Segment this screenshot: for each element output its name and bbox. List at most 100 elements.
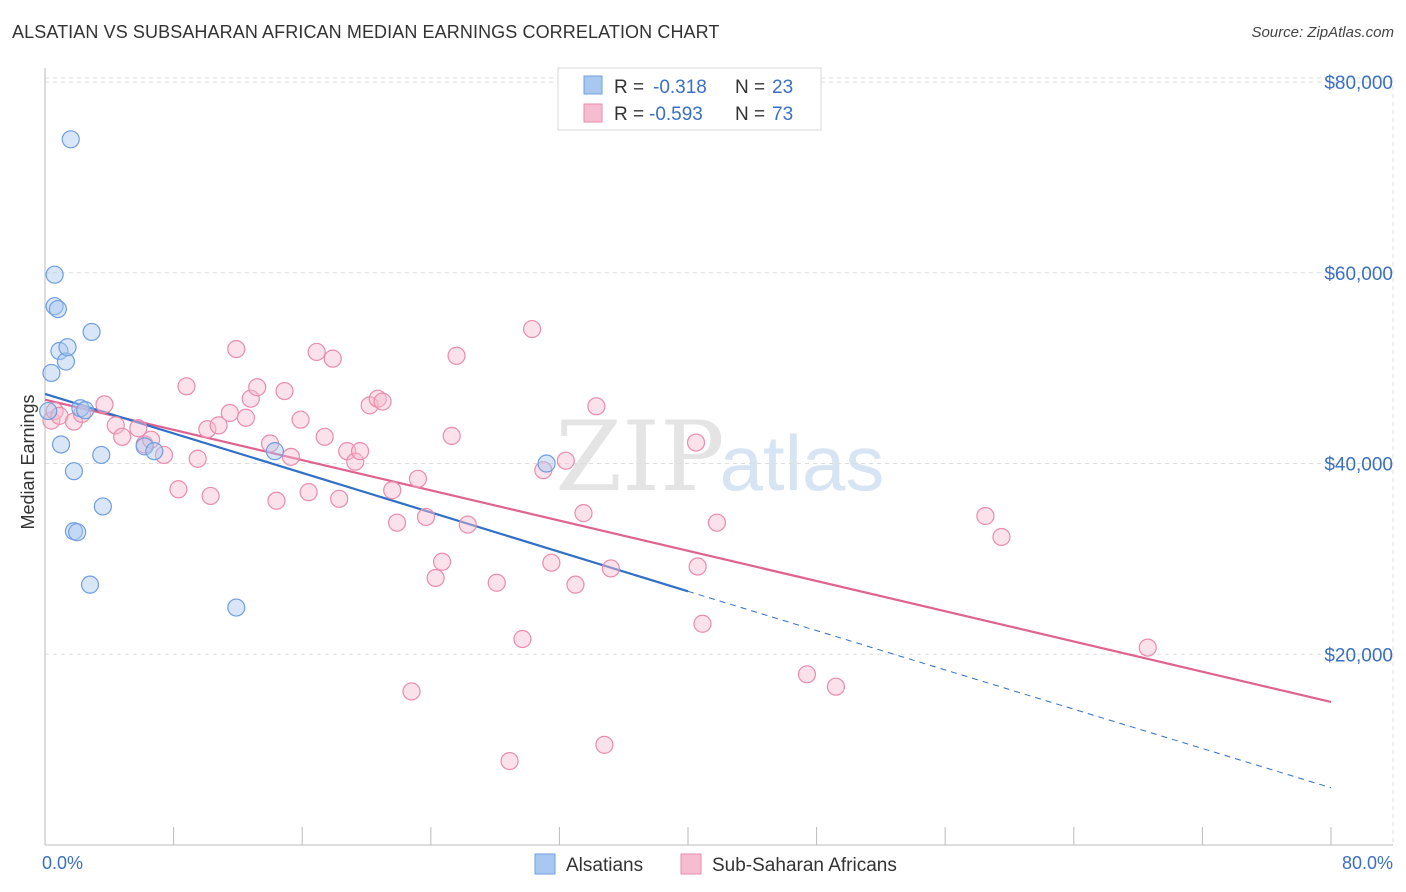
legend-r-value-1: -0.318 <box>653 77 707 98</box>
x-tick-label-max: 80.0% <box>1342 853 1393 873</box>
sub-saharan-point-13 <box>177 377 196 396</box>
alsatians-point-9 <box>61 130 80 149</box>
sub-saharan-point-58 <box>587 397 606 416</box>
sub-saharan-point-6 <box>106 416 125 435</box>
legend-n-value-2: 73 <box>772 104 793 125</box>
sub-saharan-point-37 <box>368 389 387 408</box>
trend-line-alsatians-extension <box>687 590 1332 789</box>
watermark: ZIP atlas <box>555 401 884 513</box>
sub-saharan-point-57 <box>574 504 593 523</box>
sub-saharan-point-15 <box>198 420 217 439</box>
bottom-legend-label-sub-saharan: Sub-Saharan Africans <box>712 855 897 876</box>
sub-saharan-point-18 <box>220 403 239 423</box>
legend-r-label-2: R = <box>614 104 644 125</box>
sub-saharan-point-11 <box>154 445 174 465</box>
sub-saharan-point-46 <box>442 426 461 445</box>
sub-saharan-point-51 <box>513 629 532 649</box>
sub-saharan-point-27 <box>291 410 310 429</box>
sub-saharan-point-24 <box>267 491 286 510</box>
sub-saharan-point-40 <box>387 513 407 532</box>
alsatians-point-0 <box>39 401 58 421</box>
series-sub-saharan-points <box>42 319 1157 771</box>
sub-saharan-point-38 <box>373 392 392 411</box>
alsatians-point-14 <box>76 401 95 420</box>
alsatians-point-16 <box>82 322 101 342</box>
sub-saharan-point-59 <box>595 735 614 754</box>
legend-n-label-1: N = <box>735 77 765 98</box>
series-legend: Alsatians Sub-Saharan Africans <box>534 853 897 876</box>
bottom-legend-swatch-pink <box>680 853 702 875</box>
legend-swatch-blue <box>583 75 603 95</box>
sub-saharan-point-48 <box>458 515 477 534</box>
alsatians-point-1 <box>42 363 61 383</box>
alsatians-point-6 <box>51 435 71 454</box>
alsatians-point-15 <box>80 575 100 594</box>
alsatians-point-23 <box>537 454 556 473</box>
sub-saharan-point-39 <box>383 481 402 500</box>
sub-saharan-point-14 <box>188 449 207 468</box>
sub-saharan-point-61 <box>686 433 706 452</box>
x-tick-label-min: 0.0% <box>42 853 83 873</box>
sub-saharan-point-34 <box>346 452 365 471</box>
sub-saharan-point-69 <box>1138 638 1157 657</box>
sub-saharan-point-19 <box>227 339 246 359</box>
sub-saharan-point-66 <box>826 677 845 696</box>
y-tick-label-2: $60,000 <box>1324 264 1393 285</box>
correlation-legend: R = -0.318 N = 23 R = -0.593 N = 73 <box>557 67 822 131</box>
sub-saharan-point-43 <box>416 507 436 527</box>
sub-saharan-point-68 <box>992 527 1011 547</box>
legend-n-value-1: 23 <box>772 77 793 98</box>
watermark-zip: ZIP <box>555 401 724 513</box>
trend-line-alsatians <box>44 392 689 593</box>
sub-saharan-point-65 <box>797 665 817 684</box>
sub-saharan-point-45 <box>432 552 452 571</box>
sub-saharan-point-35 <box>350 442 370 461</box>
sub-saharan-point-20 <box>236 408 256 427</box>
sub-saharan-point-12 <box>169 480 188 499</box>
sub-saharan-point-56 <box>566 575 585 594</box>
chart-title: ALSATIAN VS SUBSAHARAN AFRICAN MEDIAN EA… <box>12 22 720 42</box>
sub-saharan-point-41 <box>402 682 421 701</box>
sub-saharan-point-29 <box>307 342 326 362</box>
alsatians-point-2 <box>45 265 64 284</box>
sub-saharan-point-22 <box>248 378 267 397</box>
x-tick-labels: 0.0% 80.0% <box>42 853 1393 873</box>
sub-saharan-point-63 <box>693 614 712 633</box>
alsatians-point-22 <box>265 442 284 461</box>
sub-saharan-point-28 <box>299 483 318 502</box>
y-tick-label-3: $80,000 <box>1324 73 1393 94</box>
bottom-legend-swatch-blue <box>534 853 556 875</box>
trend-lines <box>44 392 1332 789</box>
sub-saharan-point-25 <box>275 381 294 401</box>
alsatians-point-8 <box>58 338 77 357</box>
sub-saharan-point-42 <box>408 469 428 488</box>
alsatians-point-12 <box>68 523 87 542</box>
y-axis-label: Median Earnings <box>18 394 38 529</box>
y-tick-label-0: $20,000 <box>1324 645 1393 666</box>
alsatians-point-19 <box>135 437 154 456</box>
axes <box>44 68 1393 846</box>
sub-saharan-point-50 <box>500 751 519 771</box>
sub-saharan-point-16 <box>201 486 220 506</box>
sub-saharan-point-64 <box>707 513 727 532</box>
series-alsatians-points <box>39 130 556 617</box>
alsatians-point-21 <box>227 598 246 617</box>
alsatians-point-18 <box>93 497 112 516</box>
sub-saharan-point-52 <box>522 319 542 339</box>
alsatians-point-17 <box>92 445 111 465</box>
alsatians-point-7 <box>56 352 75 371</box>
sub-saharan-point-60 <box>601 559 620 578</box>
bottom-legend-label-alsatians: Alsatians <box>566 855 643 876</box>
sub-saharan-point-31 <box>323 349 342 368</box>
sub-saharan-point-17 <box>209 416 228 435</box>
sub-saharan-point-26 <box>281 447 301 466</box>
sub-saharan-point-8 <box>129 419 148 438</box>
sub-saharan-point-32 <box>330 489 349 508</box>
trend-line-sub-saharan <box>44 398 1332 704</box>
sub-saharan-point-30 <box>315 427 334 446</box>
sub-saharan-point-10 <box>141 430 161 449</box>
y-tick-labels: $20,000 $40,000 $60,000 $80,000 <box>1324 73 1393 666</box>
sub-saharan-point-54 <box>542 553 561 572</box>
legend-r-value-2: -0.593 <box>649 104 703 125</box>
